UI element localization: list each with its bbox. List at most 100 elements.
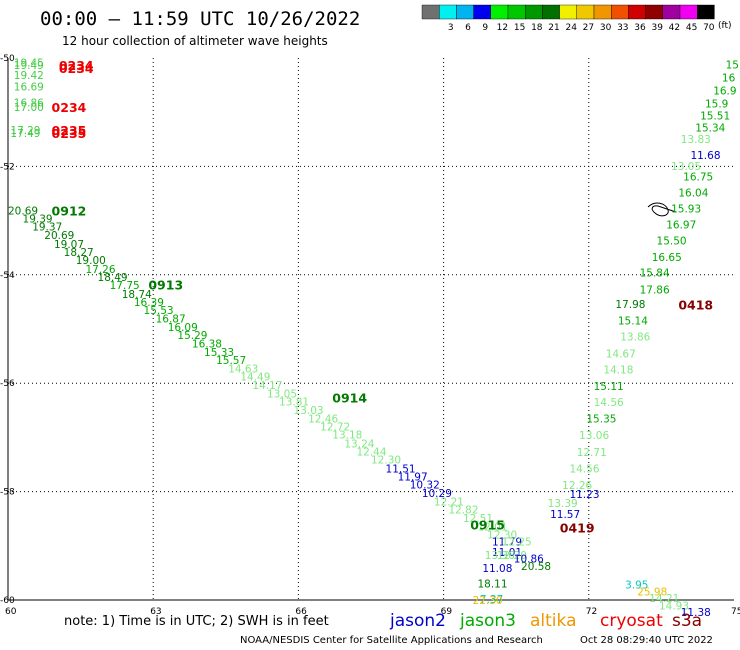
wave-height-label: 16.9 — [713, 86, 736, 98]
satellite-name: s3a — [672, 611, 702, 631]
color-bin-label: 39 — [651, 23, 663, 33]
wave-height-label: 20.69 — [44, 230, 74, 242]
wave-height-label: 15.50 — [657, 236, 687, 248]
wave-height-label: 17.98 — [615, 299, 645, 311]
y-tick-labels: -50 -52 -54 -56 -58 -60 — [0, 54, 15, 606]
wave-height-label: 12.71 — [577, 447, 607, 459]
satellite-name: altika — [530, 611, 577, 631]
wave-height-label: 15.93 — [671, 204, 701, 216]
wave-height-label: 7.37 — [480, 594, 503, 606]
pass-time-label: 0234 — [59, 61, 94, 76]
wave-height-label: 22.30 — [473, 595, 503, 607]
wave-height-label: 16.39 — [134, 297, 164, 309]
wave-height-label: 15.34 — [695, 122, 725, 134]
wave-height-label: 13.81 — [279, 397, 309, 409]
wave-height-label: 11.51 — [386, 463, 416, 475]
wave-height-label: 11.38 — [681, 607, 711, 619]
wave-height-label: 14.18 — [603, 365, 633, 377]
wave-height-label: 16.38 — [192, 339, 222, 351]
color-bin-label: 45 — [686, 23, 697, 33]
color-bin-label: 24 — [565, 23, 577, 33]
wave-height-label: 12.26 — [562, 480, 592, 492]
wave-height-label: 16.09 — [168, 322, 198, 334]
color-bin — [576, 4, 595, 20]
wave-height-label: 12.72 — [320, 422, 350, 434]
wave-height-label: 11.68 — [690, 150, 720, 162]
x-tick-label: 72 — [586, 607, 597, 617]
wave-height-label: 10.32 — [410, 480, 440, 492]
color-bin-label: 15 — [514, 23, 525, 33]
color-bin-label: 9 — [482, 23, 488, 33]
wave-height-label: 14.56 — [569, 463, 599, 475]
wave-height-label: 10.86 — [514, 553, 544, 565]
wave-height-label: 15.9 — [705, 99, 728, 111]
color-bin — [662, 4, 681, 20]
wave-height-label: 17.00 — [14, 102, 44, 114]
footer-credit: NOAA/NESDIS Center for Satellite Applica… — [240, 635, 543, 646]
color-bin — [456, 4, 474, 20]
wave-height-label: 18.49 — [98, 272, 128, 284]
wave-height-label: 19.39 — [23, 213, 53, 225]
wave-height-label: 13.05 — [671, 161, 701, 173]
wave-height-label: 12.25 — [502, 536, 532, 548]
wave-height-label: 11.97 — [398, 471, 428, 483]
y-tick-label: -56 — [0, 379, 15, 389]
wave-height-label: 11.57 — [550, 509, 580, 521]
wave-height-label: 3.95 — [625, 579, 648, 591]
satellite-name: jason3 — [459, 611, 516, 631]
pass-time-label: 0913 — [148, 278, 183, 293]
wave-height-label: 13.18 — [332, 430, 362, 442]
pass-time-label: 0912 — [52, 203, 87, 218]
color-bin — [593, 4, 612, 20]
color-scale-legend: 3 6 9 12 15 18 21 24 27 30 33 36 39 42 45 70 — [421, 4, 715, 33]
wave-height-label: 13.03 — [294, 405, 324, 417]
pass-time-label: 0234 — [59, 58, 94, 73]
wave-height-label: 16.69 — [14, 82, 44, 94]
pass-time-label: 0235 — [52, 126, 87, 141]
wave-height-label: 17.29 — [10, 125, 40, 137]
y-tick-label: -50 — [0, 54, 15, 64]
wave-height-label: 19.49 — [14, 60, 44, 72]
wave-height-label: 13.83 — [681, 134, 711, 146]
wave-height-label: 12.21 — [434, 496, 464, 508]
wave-height-label: 11.23 — [569, 489, 599, 501]
wave-height-label: 16.97 — [666, 219, 696, 231]
wave-height-label: 15.33 — [204, 347, 234, 359]
color-bin-label: 36 — [634, 23, 646, 33]
pass-time-label: 0915 — [470, 518, 505, 533]
wave-height-label: 15.84 — [640, 268, 670, 280]
color-bin-label: 70 — [703, 23, 715, 33]
color-bin — [439, 4, 457, 20]
color-bin — [473, 4, 492, 20]
wave-height-label: 14.67 — [606, 348, 636, 360]
island-outline — [647, 202, 677, 217]
wave-height-label: 16.75 — [683, 172, 713, 184]
x-tick-labels: 60 63 66 69 72 75 — [5, 607, 740, 617]
wave-height-label: 16.65 — [652, 252, 682, 264]
wave-height-label: 16.04 — [678, 187, 708, 199]
wave-height-label: 20.58 — [521, 561, 551, 573]
color-bin-label: 42 — [669, 23, 680, 33]
pass-time-label: 0914 — [332, 390, 367, 405]
wave-height-label: 15.11 — [594, 381, 624, 393]
pass-time-label: 0234 — [52, 100, 87, 115]
wave-height-label: 15.57 — [216, 355, 246, 367]
wave-height-label: 11.79 — [492, 536, 522, 548]
chart-subtitle: 12 hour collection of altimeter wave hei… — [62, 34, 328, 48]
color-bin — [421, 4, 440, 20]
wave-height-label: 15.35 — [586, 413, 616, 425]
wave-height-label: 25.98 — [637, 586, 667, 598]
wave-height-label: 12.30 — [487, 529, 517, 541]
wave-height-label: 13.06 — [579, 430, 609, 442]
wave-height-label: 14.56 — [594, 397, 624, 409]
y-tick-label: -54 — [0, 271, 15, 281]
wave-height-label: 13.24 — [344, 438, 374, 450]
wave-height-label: 15.51 — [700, 110, 730, 122]
wave-height-label: 19.42 — [14, 70, 44, 82]
x-tick-label: 60 — [5, 607, 17, 617]
color-bin — [507, 4, 526, 20]
satellite-legend: jason2 jason3 altika cryosat s3a — [389, 611, 702, 631]
color-bin — [559, 4, 577, 20]
wave-height-label: 17.86 — [640, 284, 670, 296]
